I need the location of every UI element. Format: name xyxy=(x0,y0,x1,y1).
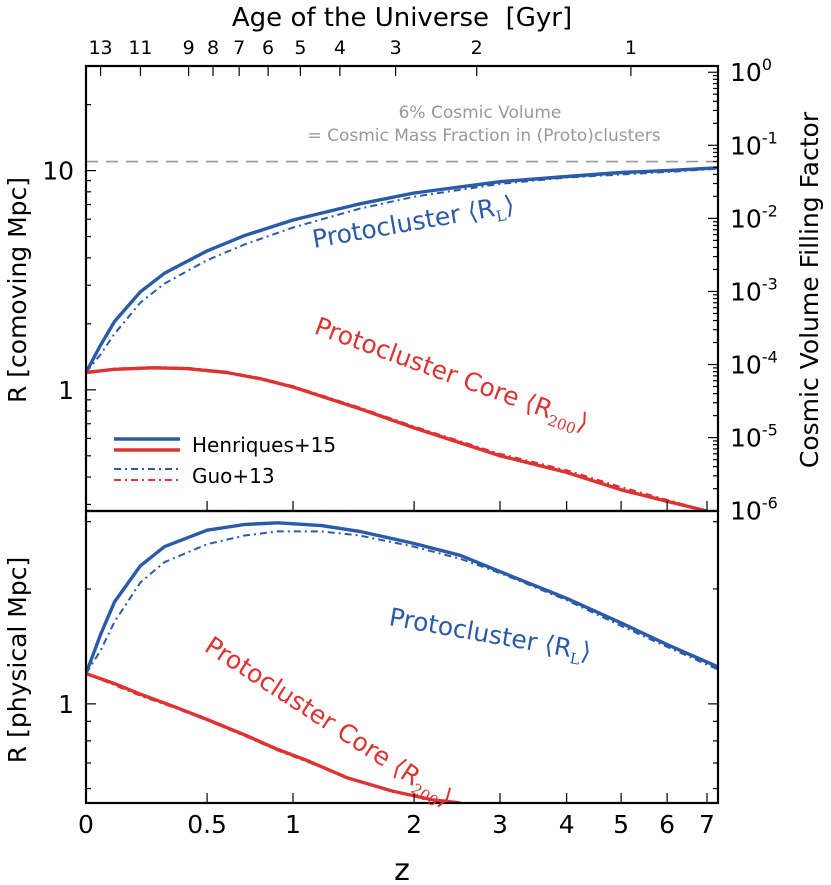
top-tick-label: 6 xyxy=(262,37,274,59)
top-tick-label: 4 xyxy=(334,37,346,59)
annotation-sub: L xyxy=(495,206,508,225)
upper-y-axis-title: R [comoving Mpc] xyxy=(3,177,32,403)
right-tick-label: 10-1 xyxy=(730,128,778,160)
x-tick-label: 2 xyxy=(406,810,422,839)
series-physical-protocluster-dashdot xyxy=(86,530,718,675)
x-tick-label: 1 xyxy=(285,810,301,839)
series-physical-protocluster-solid xyxy=(86,521,718,675)
series-comoving-core-dashdot xyxy=(86,366,708,511)
annotation-main: Protocluster Core ⟨R xyxy=(311,311,556,424)
x-tick-label: 3 xyxy=(492,810,508,839)
ticks-layer: 0 0.5 1 2 3 4 5 6 713 11 9 8 7 6 5 4 3 2 1110110010-110-21… xyxy=(42,37,778,839)
top-tick-label: 8 xyxy=(207,37,219,59)
top-tick-label: 7 xyxy=(233,37,245,59)
right-tick-label: 10-3 xyxy=(730,274,778,306)
x-axis-title: z xyxy=(394,853,410,885)
x-tick-label: 0 xyxy=(78,810,94,839)
lower-core-annotation: Protocluster Core ⟨R200⟩ xyxy=(198,631,458,816)
right-tick-label: 100 xyxy=(730,55,772,87)
series-layer xyxy=(86,166,718,803)
top-tick-label: 5 xyxy=(294,37,306,59)
top-tick-label: 3 xyxy=(390,37,402,59)
y-tick-label: 10 xyxy=(42,157,74,186)
series-physical-core-dashdot xyxy=(86,672,461,803)
right-axis-title: Cosmic Volume Filling Factor xyxy=(795,111,824,468)
upper-protocluster-annotation: Protocluster ⟨RL⟩ xyxy=(310,190,517,258)
right-tick-label: 10-4 xyxy=(730,348,778,380)
legend-label-henriques: Henriques+15 xyxy=(192,433,336,457)
x-tick-label: 0.5 xyxy=(187,810,227,839)
top-tick-label: 13 xyxy=(88,37,112,59)
right-tick-label: 10-5 xyxy=(730,421,778,453)
lower-y-axis-title: R [physical Mpc] xyxy=(3,557,32,763)
right-tick-label: 10-6 xyxy=(730,494,778,526)
x-tick-label: 5 xyxy=(613,810,629,839)
annotation-main: Protocluster ⟨R xyxy=(310,193,497,254)
x-tick-label: 7 xyxy=(699,810,715,839)
annotation-main: Protocluster ⟨R xyxy=(387,602,574,663)
legend-label-guo: Guo+13 xyxy=(192,464,275,488)
top-tick-label: 11 xyxy=(128,37,152,59)
annotation-main: Protocluster Core ⟨R xyxy=(200,631,426,792)
top-axis-title: Age of the Universe [Gyr] xyxy=(232,3,572,33)
reference-label-line1: 6% Cosmic Volume xyxy=(399,103,562,123)
lower-panel-frame xyxy=(84,509,720,805)
reference-label-line2: = Cosmic Mass Fraction in (Proto)cluster… xyxy=(307,126,660,146)
top-tick-label: 2 xyxy=(471,37,483,59)
series-comoving-protocluster-solid xyxy=(86,166,718,374)
x-tick-label: 6 xyxy=(659,810,675,839)
y-tick-label: 1 xyxy=(58,690,74,719)
annotation-sub: L xyxy=(568,649,581,668)
x-tick-label: 4 xyxy=(559,810,575,839)
right-tick-label: 10-2 xyxy=(730,201,778,233)
series-comoving-protocluster-dashdot xyxy=(86,167,718,374)
upper-core-annotation: Protocluster Core ⟨R200⟩ xyxy=(310,311,593,441)
y-tick-label: 1 xyxy=(58,376,74,405)
annotation-close: ⟩ xyxy=(579,636,594,666)
legend: Henriques+15 Guo+13 xyxy=(114,433,336,488)
lower-protocluster-annotation: Protocluster ⟨RL⟩ xyxy=(386,602,593,670)
top-tick-label: 9 xyxy=(183,37,195,59)
top-tick-label: 1 xyxy=(625,37,637,59)
